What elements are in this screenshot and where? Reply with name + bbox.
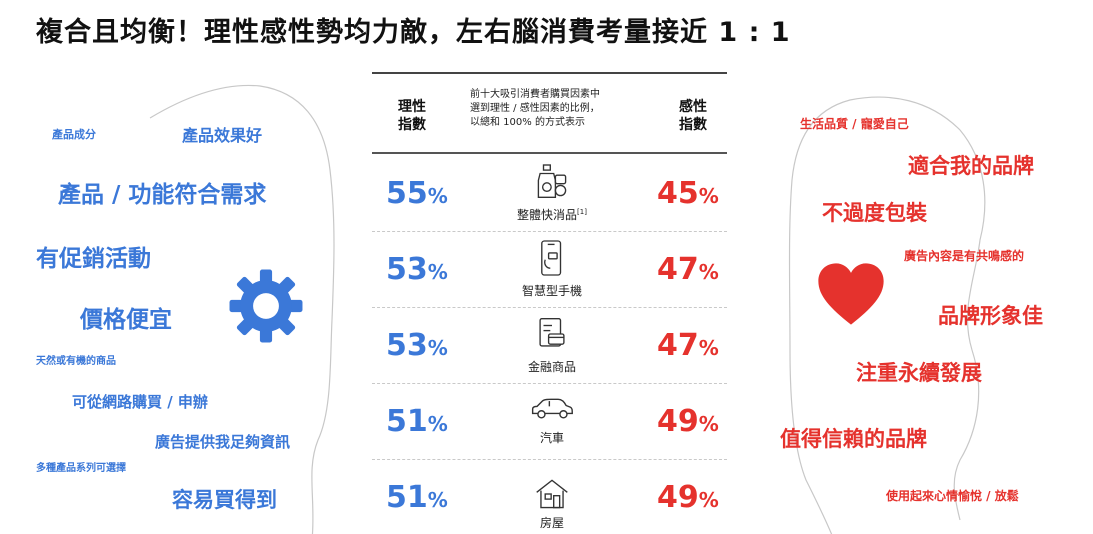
rational-word: 價格便宜 xyxy=(80,307,172,333)
table-row: 53% 金融商品 47% xyxy=(372,308,727,384)
rational-word: 多種產品系列可選擇 xyxy=(36,463,126,474)
category-label: 整體快消品[1] xyxy=(517,208,587,222)
rational-word: 容易買得到 xyxy=(172,488,277,512)
smartphone-icon xyxy=(541,240,562,276)
emotional-word: 適合我的品牌 xyxy=(908,154,1034,178)
comparison-table: 理性 指數 前十大吸引消費者購買因素中 選到理性 / 感性因素的比例， 以總和 … xyxy=(372,72,727,534)
fmcg-products-icon xyxy=(537,164,567,198)
car-icon xyxy=(531,398,573,419)
category-label: 汽車 xyxy=(539,431,564,445)
table-header-description: 前十大吸引消費者購買因素中 選到理性 / 感性因素的比例， 以總和 100% 的… xyxy=(470,89,600,128)
house-icon xyxy=(536,479,568,509)
category-label: 房屋 xyxy=(539,516,564,530)
emotional-word: 不過度包裝 xyxy=(822,201,927,225)
rational-word: 有促銷活動 xyxy=(36,246,151,272)
emotional-index-header: 感性 指數 xyxy=(679,99,707,133)
emotional-percent: 47% xyxy=(657,252,719,287)
rational-percent: 51% xyxy=(386,404,448,439)
emotional-percent: 47% xyxy=(657,328,719,363)
emotional-percent: 49% xyxy=(657,480,719,515)
rational-word: 廣告提供我足夠資訊 xyxy=(155,433,291,451)
table-row: 51% 汽車 49% xyxy=(372,384,727,460)
emotional-word: 品牌形象佳 xyxy=(938,304,1043,328)
emotional-percent: 49% xyxy=(657,404,719,439)
table-row: 55% 整體快消品[1] 45% xyxy=(372,156,727,232)
rational-index-header: 理性 指數 xyxy=(398,99,426,133)
rational-percent: 53% xyxy=(386,328,448,363)
category-label: 金融商品 xyxy=(527,360,576,374)
emotional-word: 生活品質 / 寵愛自己 xyxy=(800,117,909,131)
rational-word: 可從網路購買 / 申辦 xyxy=(72,393,208,411)
finance-card-icon xyxy=(539,318,565,347)
heart-icon xyxy=(818,263,884,325)
table-row: 53% 智慧型手機 47% xyxy=(372,232,727,308)
rational-word: 產品成分 xyxy=(52,128,96,141)
emotional-word: 注重永續發展 xyxy=(856,361,982,385)
rational-percent: 55% xyxy=(386,176,448,211)
emotional-word: 廣告內容是有共鳴感的 xyxy=(904,249,1025,263)
table-row: 51% 房屋 49% xyxy=(372,460,727,534)
category-label: 智慧型手機 xyxy=(521,284,582,298)
page-title: 複合且均衡！理性感性勢均力敵，左右腦消費考量接近 1 : 1 xyxy=(36,17,791,48)
rational-word: 產品 / 功能符合需求 xyxy=(58,182,267,208)
gear-icon xyxy=(229,269,303,343)
rational-percent: 51% xyxy=(386,480,448,515)
table-header: 理性 指數 前十大吸引消費者購買因素中 選到理性 / 感性因素的比例， 以總和 … xyxy=(372,72,727,154)
emotional-percent: 45% xyxy=(657,176,719,211)
rational-word: 天然或有機的商品 xyxy=(36,356,116,367)
emotional-word: 使用起來心情愉悅 / 放鬆 xyxy=(886,489,1019,503)
emotional-word: 值得信賴的品牌 xyxy=(780,427,927,451)
rational-word: 產品效果好 xyxy=(182,126,263,145)
rational-percent: 53% xyxy=(386,252,448,287)
